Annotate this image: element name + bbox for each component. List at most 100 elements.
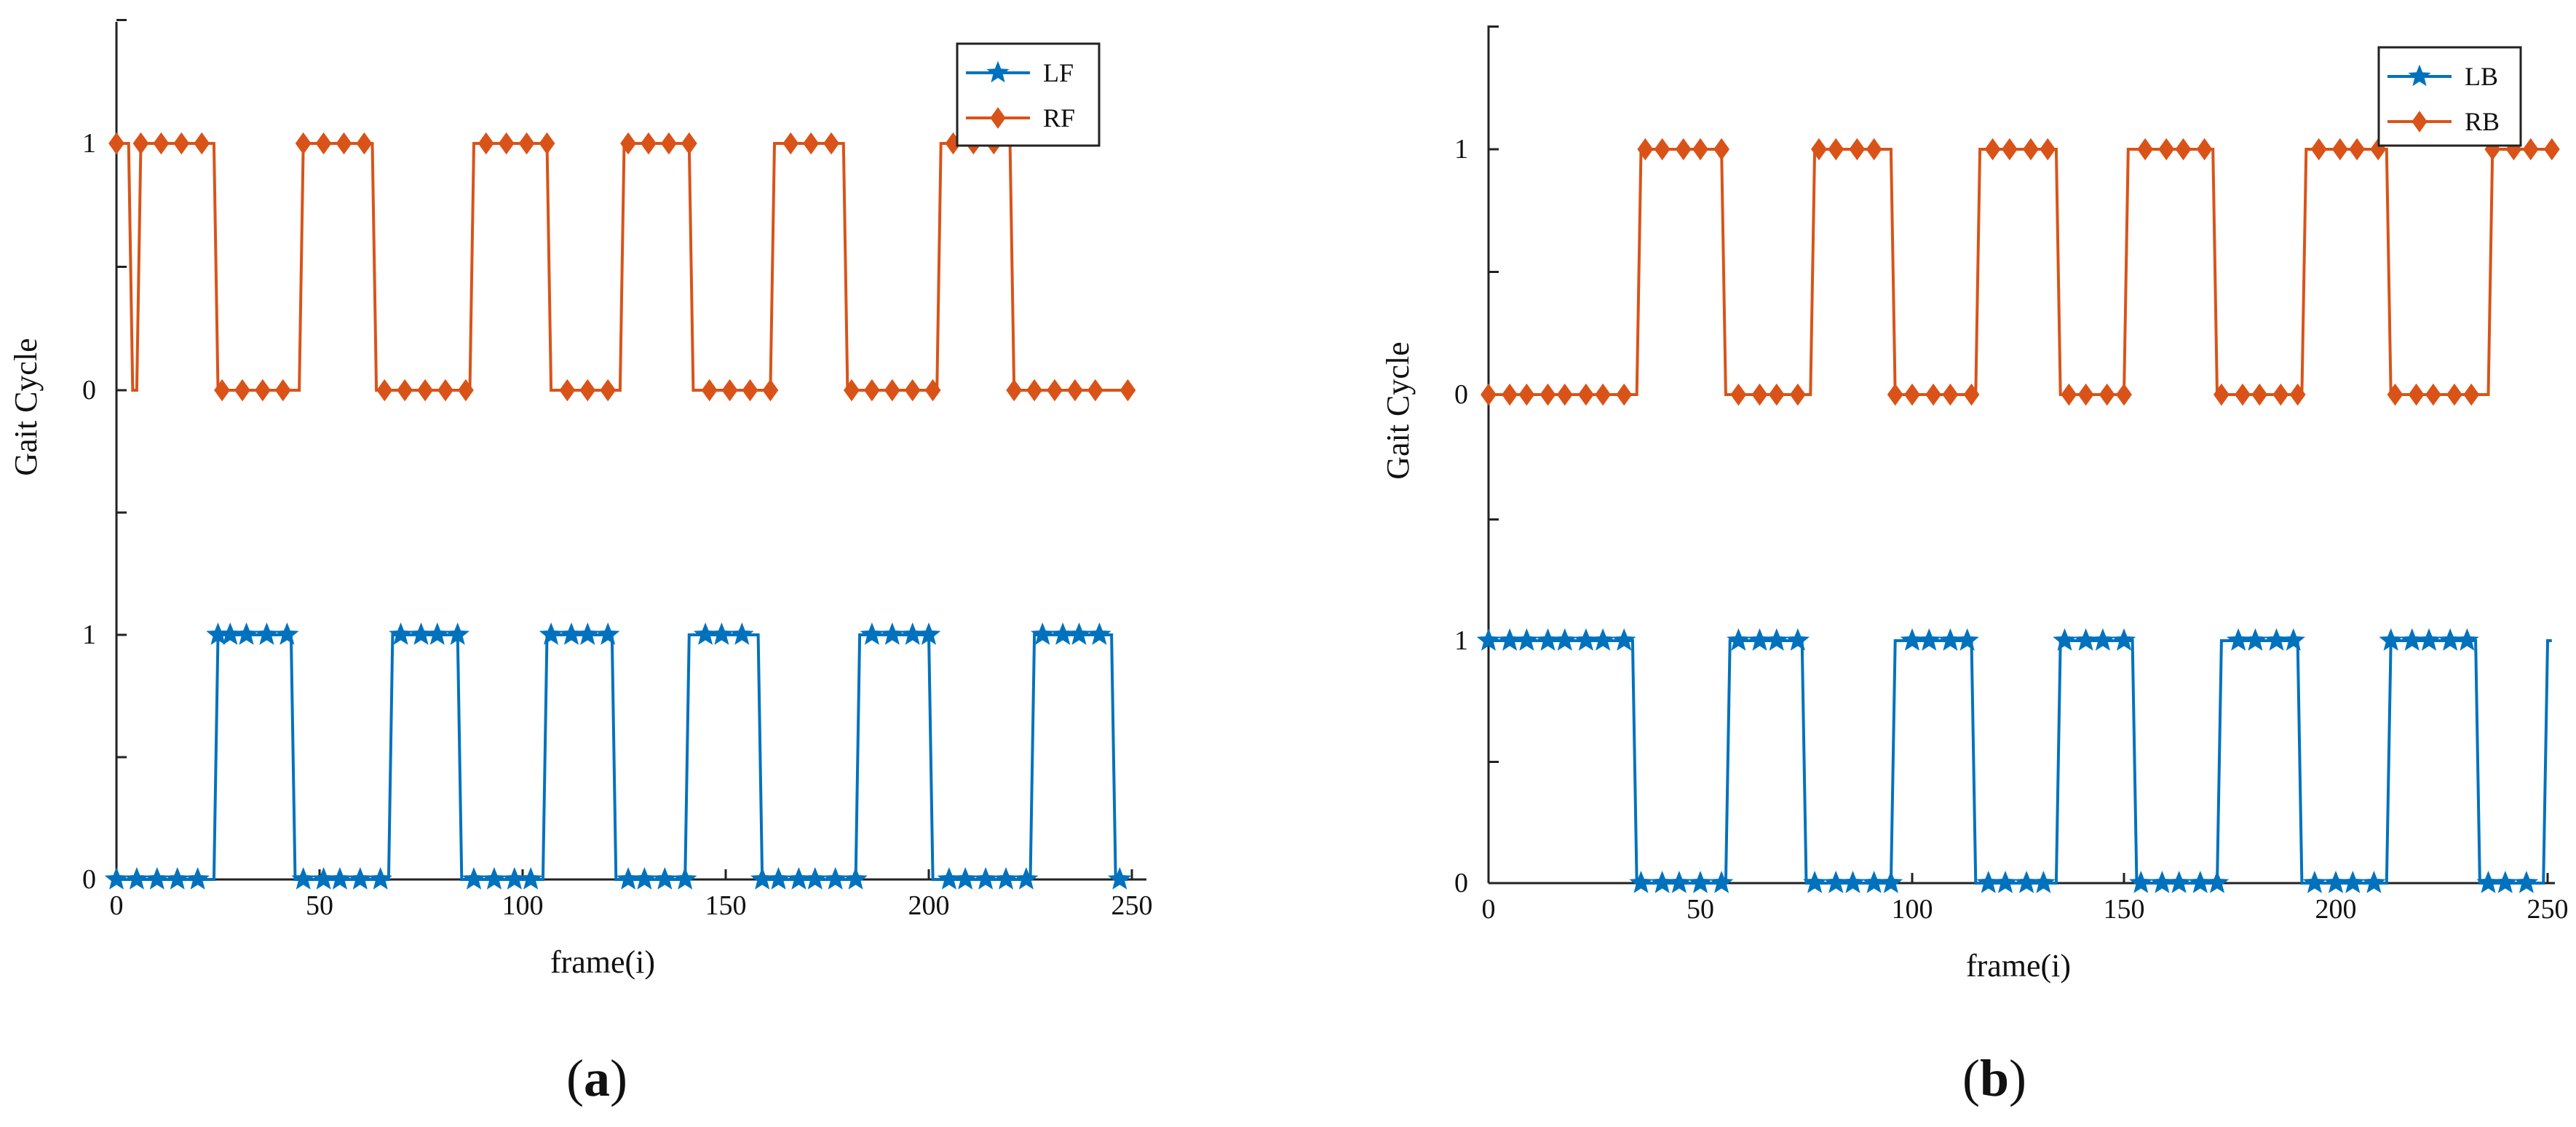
y-tick-label: 1 [82,128,96,159]
marker-rb [2061,383,2077,406]
marker-rf [539,132,555,155]
marker-rf [1066,379,1083,402]
marker-rb [1904,383,1920,406]
marker-lf [539,622,563,645]
marker-rf [397,379,413,402]
marker-rb [2272,383,2289,406]
y-axis-label: Gait Cycle [8,338,44,475]
marker-lf [275,622,299,645]
x-tick-label: 0 [1482,894,1496,925]
marker-lf [312,866,336,890]
marker-rf [132,132,149,155]
marker-lf [710,622,734,645]
marker-rb [1556,383,1573,406]
marker-lf [844,866,868,890]
marker-rf [376,379,393,402]
x-tick-label: 250 [1111,890,1153,921]
marker-lb [1748,628,1772,651]
marker-lf [787,866,811,890]
marker-lb [2205,870,2230,893]
x-tick-label: 150 [705,890,747,921]
marker-rb [1654,138,1671,161]
marker-lf [409,622,433,645]
marker-rb [1849,138,1866,161]
marker-lb [1667,870,1692,893]
marker-rf [660,132,677,155]
marker-lf [880,622,904,645]
marker-lf [576,622,600,645]
marker-lb [2226,628,2251,651]
marker-rb [2349,138,2366,161]
marker-lb [1650,870,1674,893]
series-line-lf [116,633,1128,881]
marker-lb [2032,870,2056,893]
marker-rb [1692,138,1708,161]
y-tick-label: 1 [82,620,96,650]
marker-rf [274,379,291,402]
marker-rb [1730,383,1747,406]
marker-rb [2331,138,2348,161]
marker-rb [2116,383,2132,406]
marker-lb [1629,870,1653,893]
legend-label-rb: RB [2465,107,2500,136]
marker-lb [1764,628,1788,651]
marker-lb [2438,628,2462,651]
marker-rb [2023,138,2039,161]
marker-lf [766,866,790,890]
legend-marker-rb [2411,111,2428,133]
marker-rf [437,379,453,402]
marker-lf [973,866,998,890]
marker-lf [900,622,924,645]
marker-rb [1518,383,1535,406]
marker-rf [681,132,697,155]
marker-rb [2196,138,2213,161]
marker-rb [1984,138,2001,161]
marker-lb [2090,628,2115,651]
marker-lb [2281,628,2306,651]
marker-rf [823,132,840,155]
marker-rb [1789,383,1806,406]
marker-rb [1577,383,1594,406]
panel-label: (a) [566,1049,627,1107]
marker-lb [1802,870,1827,893]
marker-lf [104,866,129,890]
marker-lb [2264,628,2288,651]
marker-rf [417,379,434,402]
legend-marker-lb [2408,64,2431,87]
marker-lf [1031,622,1055,645]
marker-lb [2341,870,2365,893]
marker-lb [1612,628,1636,651]
marker-lf [145,866,170,890]
marker-rb [2001,138,2018,161]
marker-rb [2543,138,2560,161]
marker-lb [1879,870,1903,893]
marker-lf [994,866,1018,890]
y-tick-label: 1 [1454,134,1468,165]
marker-rb [1539,383,1556,406]
marker-lf [1067,622,1091,645]
marker-lb [1515,628,1539,651]
series-line-rf [116,142,1128,392]
marker-rf [863,379,880,402]
marker-lf [653,866,677,890]
legend-label-rf: RF [1043,103,1075,133]
marker-rf [762,379,779,402]
marker-rb [1811,138,1827,161]
legend-box [956,42,1101,147]
marker-lf [124,866,149,890]
marker-lf [445,622,469,645]
marker-rf [214,379,231,402]
marker-rf [234,379,250,402]
marker-rf [153,132,170,155]
y-tick-label: 0 [82,864,96,895]
marker-rb [1828,138,1844,161]
x-tick-label: 50 [1687,894,1714,925]
marker-lb [1553,628,1577,651]
marker-lf [482,866,507,890]
marker-rf [782,132,799,155]
marker-lb [1709,870,1734,893]
marker-lb [2455,628,2479,651]
marker-lf [291,866,315,890]
marker-lf [616,866,641,890]
